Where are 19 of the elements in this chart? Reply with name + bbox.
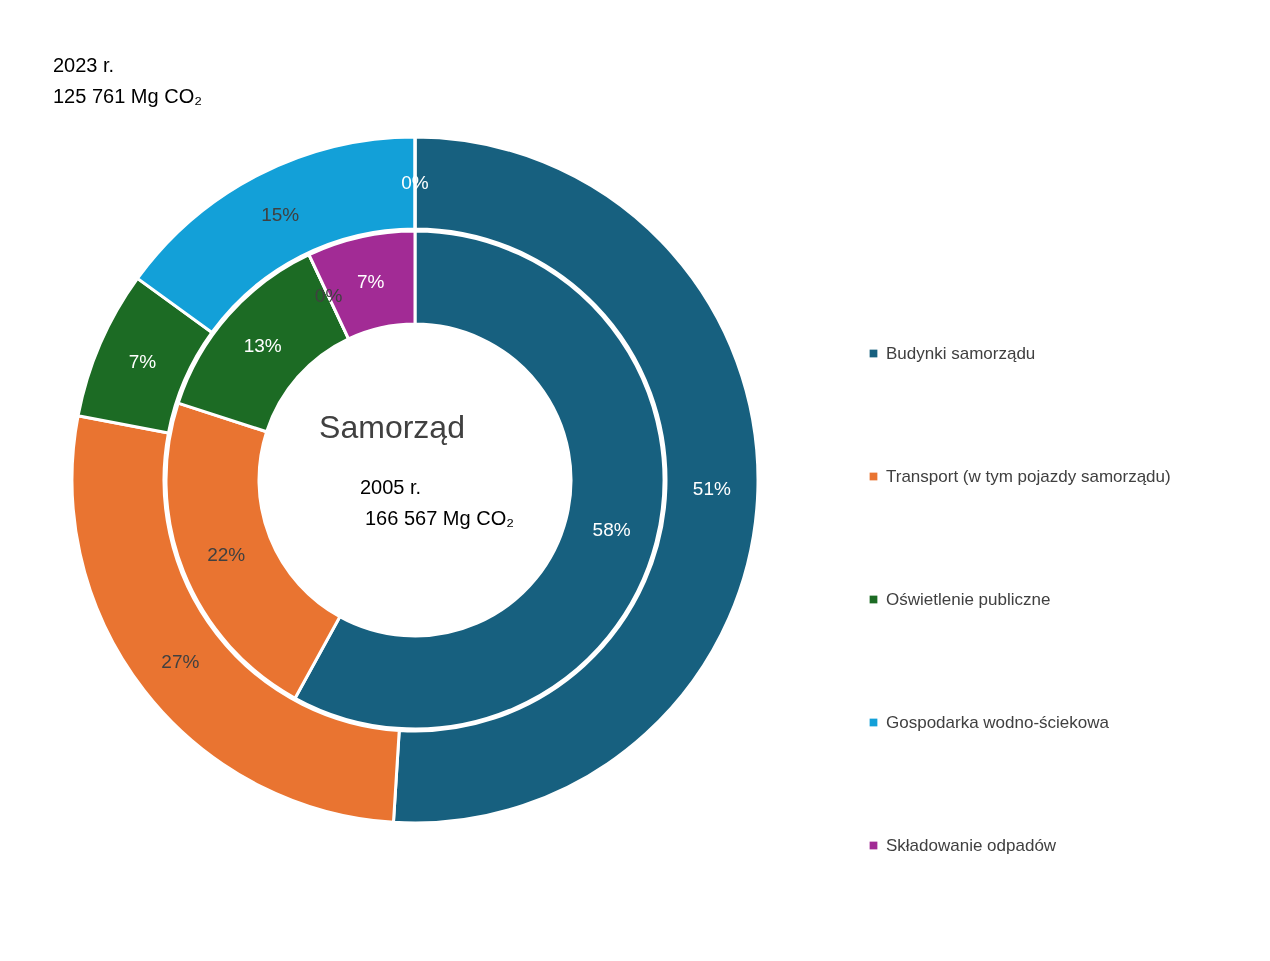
text: Samorząd xyxy=(319,409,465,445)
text: 125 761 Mg CO₂ xyxy=(53,85,202,107)
text: 0% xyxy=(314,285,343,307)
legend-label: Budynki samorządu xyxy=(886,343,1036,363)
data-label: 58% xyxy=(592,519,631,541)
legend-label: Składowanie odpadów xyxy=(886,835,1057,855)
legend-label: Transport (w tym pojazdy samorządu) xyxy=(886,466,1171,486)
text: 2023 r. xyxy=(53,54,115,76)
data-label: 15% xyxy=(261,204,300,226)
data-label: 51% xyxy=(692,478,731,500)
legend-label: Oświetlenie publiczne xyxy=(886,589,1051,609)
legend-label: Gospodarka wodno-ściekowa xyxy=(886,712,1110,732)
text: 166 567 Mg CO₂ xyxy=(365,507,514,529)
data-label: 13% xyxy=(243,334,282,356)
data-label: 22% xyxy=(207,543,246,565)
data-label: 7% xyxy=(356,270,385,292)
data-label: 27% xyxy=(161,651,200,673)
data-label: 7% xyxy=(128,351,157,373)
text: 2005 r. xyxy=(360,476,422,498)
